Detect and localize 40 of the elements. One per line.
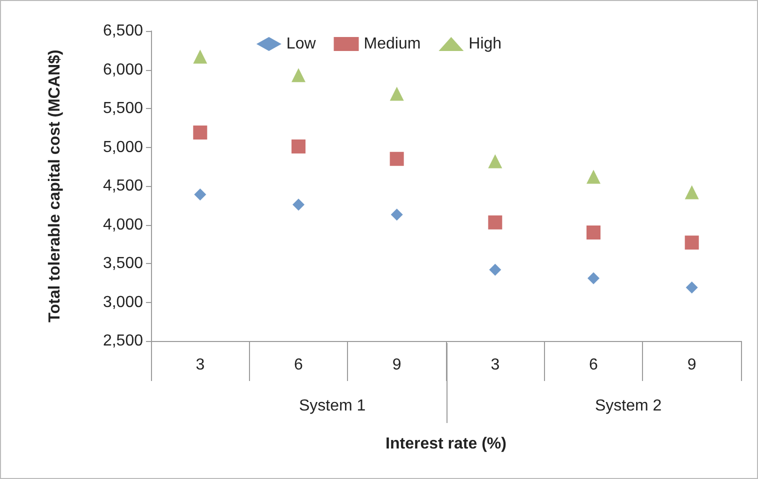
point [292,139,306,154]
point [684,185,699,200]
y-tick-label: 6,500 [102,22,144,40]
point [390,152,404,166]
x-tick-label: 9 [392,356,402,374]
point [684,236,699,250]
point [488,154,502,168]
point [586,170,600,184]
point [390,208,403,221]
point [193,50,208,64]
point [194,188,206,201]
y-tick-label: 4,500 [102,178,144,194]
point [390,86,404,101]
y-tick-label: 3,500 [102,255,144,272]
y-tick-label: 2,500 [102,332,144,350]
x-tick-label: 3 [490,356,500,374]
text: System 1 [299,398,366,414]
x-tick-label: 6 [589,356,598,374]
point [488,215,502,230]
x-axis-title: Interest rate (%) [386,436,506,452]
x-tick-label: 6 [294,356,304,374]
point [193,126,208,140]
legend-label: Low [286,36,316,52]
point [586,226,600,240]
y-tick-label: 5,000 [102,138,144,156]
y-axis-title: Total tolerable capital cost (MCAN$) [46,50,64,322]
y-tick-label: 6,000 [102,61,144,78]
y-tick-label: 3,000 [102,294,144,311]
point [292,198,304,211]
y-tick-label: 5,500 [102,100,144,117]
y-tick-label: 4,000 [102,216,144,234]
point [292,68,306,82]
point [588,272,600,284]
legend-label: Medium [364,36,421,52]
x-tick-label: 9 [687,356,696,374]
legend-label: High [468,36,502,52]
point [489,264,502,276]
point [686,282,698,294]
text: System 2 [595,398,662,414]
x-tick-label: 3 [196,356,205,374]
